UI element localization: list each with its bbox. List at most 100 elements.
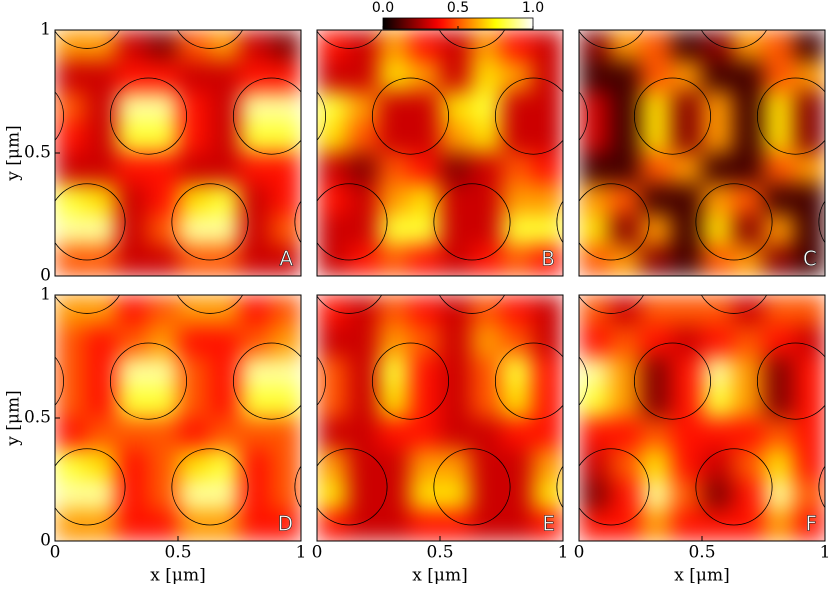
heatmap-cell	[501, 479, 533, 511]
heatmap-cell	[763, 60, 795, 92]
heatmap-cell	[440, 183, 472, 215]
heatmap-cell	[671, 418, 703, 450]
heatmap-cell	[55, 153, 87, 185]
heatmap-cell	[378, 418, 410, 450]
pillar-outline	[494, 77, 563, 155]
heatmap-cell	[763, 122, 795, 154]
x-axis-label: x [μm]	[150, 566, 205, 586]
heatmap-cell	[239, 295, 271, 327]
heatmap-cell	[470, 214, 502, 246]
heatmap-cell	[640, 183, 672, 215]
heatmap-cell	[763, 245, 795, 276]
heatmap-cell	[532, 356, 563, 388]
heatmap-cell	[763, 356, 795, 388]
heatmap-cell	[55, 325, 87, 357]
heatmap-cell	[609, 448, 641, 480]
heatmap-cell	[579, 356, 611, 388]
heatmap-cell	[794, 448, 825, 480]
pillar-outline	[695, 183, 773, 261]
heatmap-cell	[147, 91, 179, 123]
heatmap-cell	[239, 30, 271, 62]
heatmap-cell	[85, 356, 117, 388]
heatmap-cell	[501, 153, 533, 185]
heatmap-cell	[147, 387, 179, 419]
heatmap-cell	[532, 479, 563, 511]
heatmap-cell	[178, 245, 210, 276]
heatmap-cell	[409, 510, 441, 541]
heatmap-cell	[440, 356, 472, 388]
pillar-outline	[55, 356, 64, 406]
heatmap-cell	[55, 479, 87, 511]
heatmap-cell	[763, 479, 795, 511]
pillar-outline	[371, 342, 450, 420]
pillar-outline	[55, 183, 126, 261]
heatmap-cell	[378, 60, 410, 92]
heatmap-cell	[270, 418, 301, 450]
heatmap-cell	[317, 183, 349, 215]
heatmap-cell	[409, 122, 441, 154]
heatmap-cell	[532, 153, 563, 185]
heatmap-cell	[239, 418, 271, 450]
heatmap-cell	[239, 183, 271, 215]
pillar-outline	[171, 448, 249, 526]
pillar-outline	[556, 465, 563, 509]
heatmap-cell	[317, 91, 349, 123]
pillar-outline	[633, 77, 712, 155]
heatmap-cell	[579, 245, 611, 276]
heatmap-cell	[640, 510, 672, 541]
heatmap-cell	[440, 510, 472, 541]
heatmap-cell	[671, 214, 703, 246]
heatmap-cell	[794, 245, 825, 276]
heatmap-cell	[440, 479, 472, 511]
heatmap-cell	[317, 510, 349, 541]
x-tick-label: 1	[558, 543, 569, 563]
pillar-outline	[317, 356, 326, 406]
heatmap-cell	[640, 295, 672, 327]
heatmap-cell	[409, 448, 441, 480]
heatmap-cell	[270, 122, 301, 154]
heatmap-cell	[208, 91, 240, 123]
pillar-outline	[438, 295, 506, 314]
heatmap-cell	[239, 448, 271, 480]
heatmap-cell	[702, 479, 734, 511]
heatmap-cell	[440, 295, 472, 327]
heatmap-cell	[501, 510, 533, 541]
heatmap-cell	[178, 153, 210, 185]
heatmap-cell	[178, 356, 210, 388]
pillar-outline	[438, 30, 506, 49]
y-tick-label: 1	[40, 20, 51, 40]
heatmap-cell	[270, 91, 301, 123]
axes-frame	[316, 29, 564, 277]
heatmap-cell	[178, 418, 210, 450]
heatmap-cell	[208, 418, 240, 450]
heatmap-cell	[147, 183, 179, 215]
heatmap-cell	[55, 91, 87, 123]
heatmap-cell	[640, 448, 672, 480]
pillar-outline	[109, 342, 188, 420]
panel-label: A	[279, 247, 293, 271]
heatmap-cell	[671, 153, 703, 185]
heatmap-cell	[317, 356, 349, 388]
heatmap-cell	[440, 387, 472, 419]
pillar-outline	[55, 295, 121, 314]
heatmap-cell	[270, 479, 301, 511]
pillar-outline	[700, 30, 768, 49]
heatmap-cell	[317, 122, 349, 154]
heatmap-cell	[501, 60, 533, 92]
heatmap-cell	[239, 356, 271, 388]
heatmap-cell	[794, 122, 825, 154]
heatmap-cell	[317, 295, 349, 327]
heatmap-cell	[147, 295, 179, 327]
heatmap-cell	[85, 325, 117, 357]
heatmap-cell	[317, 448, 349, 480]
pillar-outline	[695, 448, 773, 526]
heatmap-cell	[116, 245, 148, 276]
heatmap-cell	[317, 153, 349, 185]
heatmap-cell	[85, 214, 117, 246]
pillar-outline	[171, 183, 249, 261]
heatmap-cell	[579, 418, 611, 450]
heatmap-cell	[55, 295, 87, 327]
heatmap-cell	[532, 387, 563, 419]
heatmap-cell	[470, 325, 502, 357]
heatmap-cell	[579, 60, 611, 92]
